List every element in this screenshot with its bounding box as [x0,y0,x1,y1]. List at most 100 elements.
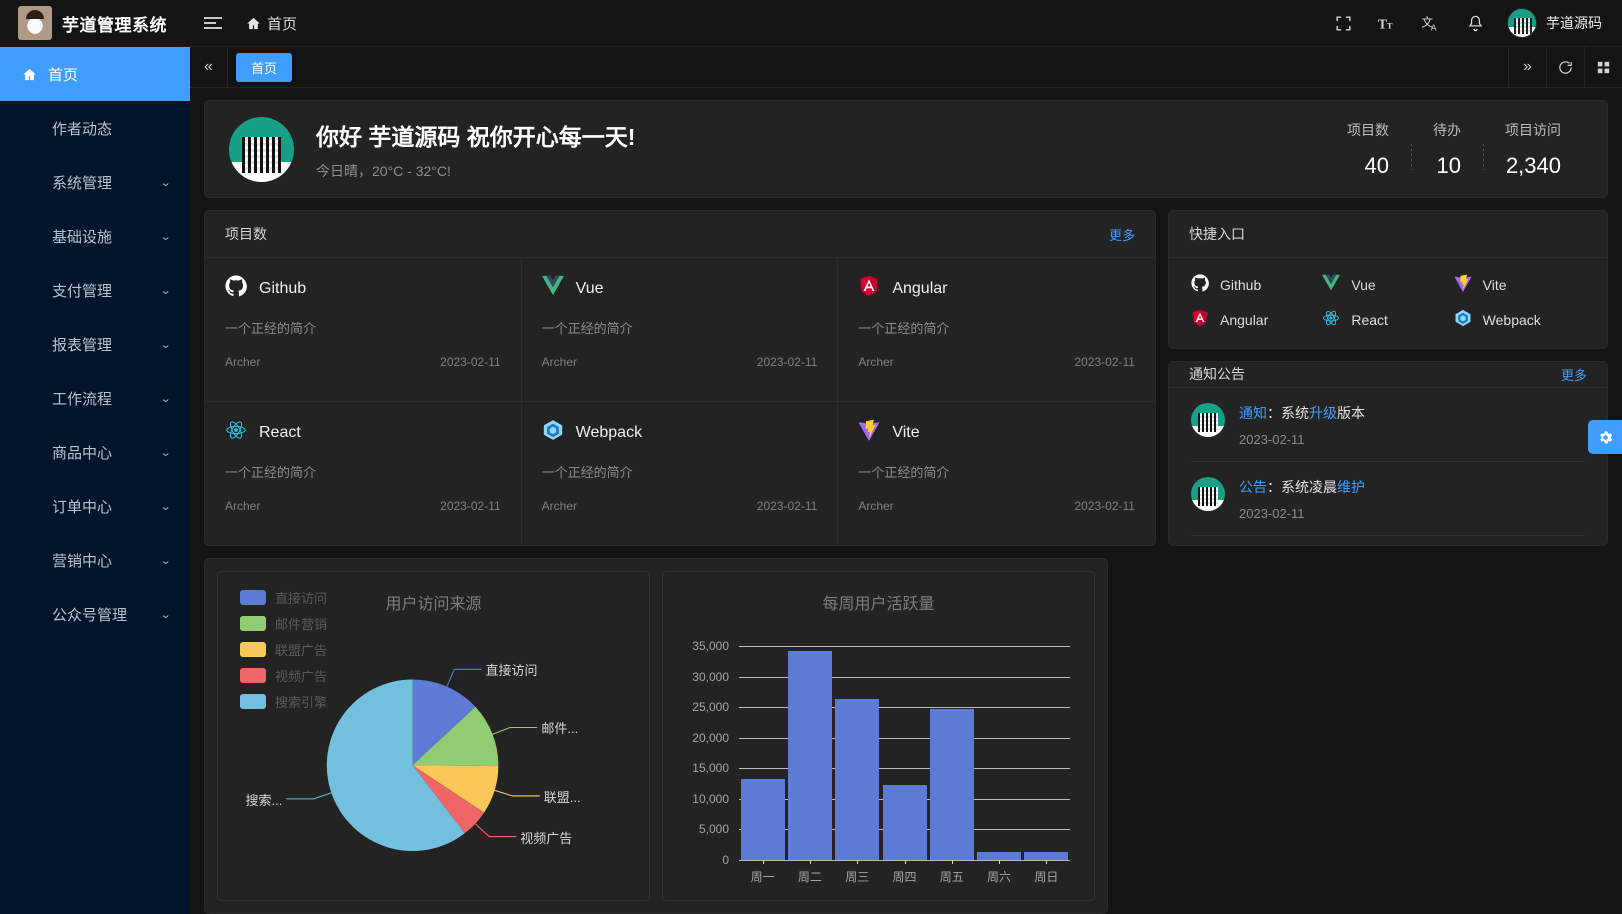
body: 首页 作者动态 系统管理 ⌄ 基础设施 ⌄ 支付管理 ⌄ [0,47,1622,914]
legend-item[interactable]: 联盟广告 [240,640,327,659]
project-desc: 一个正经的简介 [541,465,633,480]
project-date: 2023-02-11 [440,355,501,369]
user-menu[interactable]: 芋道源码 [1497,8,1610,38]
quick-entry-title: 快捷入口 [1189,226,1245,242]
quick-link-label: Vite [1482,276,1507,293]
vue-icon [1322,274,1341,295]
bar[interactable] [740,778,785,860]
quick-link-vite[interactable]: Vite [1454,274,1585,295]
vue-icon [541,275,564,302]
settings-fab-button[interactable] [1588,420,1622,454]
chevron-down-icon: ⌄ [159,230,172,243]
sidebar-item-home[interactable]: 首页 [0,47,190,101]
refresh-icon[interactable] [1546,47,1584,87]
quick-link-angular[interactable]: Angular [1191,309,1322,330]
bar[interactable] [835,699,880,860]
tab-home[interactable]: 首页 [236,52,293,82]
project-card[interactable]: Github 一个正经的简介 Archer 2023-02-11 [205,258,522,402]
chevron-down-icon: ⌄ [159,500,172,513]
project-author: Archer [541,499,577,513]
legend-item[interactable]: 搜索引擎 [240,692,327,711]
tabs-scroll-right-button[interactable]: » [1508,47,1546,87]
notices-more-link[interactable]: 更多 [1560,367,1587,383]
sidebar-item-marketing[interactable]: 营销中心 ⌄ [0,533,190,587]
project-card[interactable]: Vite 一个正经的简介 Archer 2023-02-11 [838,402,1155,545]
x-axis-tick [904,860,906,864]
welcome-stats: 项目数 40 待办 10 项目访问 2,340 [1325,120,1583,179]
chevron-down-icon: ⌄ [159,392,172,405]
notice-title: 公告：系统凌晨维护 [1239,477,1365,497]
y-axis-tick-label: 20,000 [692,730,729,745]
pie-chart[interactable]: 用户访问来源 直接访问 邮件营销 联盟广告 视频广告 搜索引擎 直接访问 [217,571,650,901]
sidebar-item-author-news[interactable]: 作者动态 [0,101,190,155]
quick-link-webpack[interactable]: Webpack [1454,309,1585,330]
grid-line [739,676,1070,678]
welcome-weather: 今日晴，20°C - 32°C! [316,162,451,179]
notice-date: 2023-02-11 [1239,431,1305,447]
menu-toggle-icon[interactable] [204,17,222,29]
y-axis-tick-label: 30,000 [692,669,729,684]
projects-more-link[interactable]: 更多 [1108,227,1135,243]
bell-icon[interactable] [1453,0,1497,47]
bar-chart-title: 每周用户活跃量 [822,596,935,613]
notice-item[interactable]: 通知：系统升级版本 2023-02-11 [1191,388,1585,462]
x-axis-tick [762,860,764,864]
fullscreen-icon[interactable] [1321,0,1365,47]
quick-link-vue[interactable]: Vue [1322,274,1453,295]
notice-item[interactable]: 通知：系统升级版本 2023-02-11 [1191,536,1585,545]
bar[interactable] [929,709,974,860]
projects-card: 项目数 更多 Github [204,210,1156,546]
bar[interactable] [1024,851,1069,860]
stat-visits: 项目访问 2,340 [1483,120,1583,179]
pie-label-3: 视频广告 [520,830,573,846]
bar[interactable] [787,650,832,860]
quick-link-github[interactable]: Github [1191,274,1322,295]
project-card[interactable]: Webpack 一个正经的简介 Archer 2023-02-11 [522,402,839,545]
bar[interactable] [882,784,927,860]
project-card[interactable]: Angular 一个正经的简介 Archer 2023-02-11 [838,258,1155,402]
bar-chart[interactable]: 每周用户活跃量 0 5,000 10,000 15,000 20,000 25,000 30… [662,571,1095,901]
project-date: 2023-02-11 [756,499,818,513]
legend-item[interactable]: 视频广告 [240,666,327,685]
project-name: React [259,423,301,441]
project-card[interactable]: React 一个正经的简介 Archer 2023-02-11 [205,402,522,545]
sidebar-item-label: 订单中心 [52,498,113,516]
legend-swatch [240,616,266,631]
project-card[interactable]: Vue 一个正经的简介 Archer 2023-02-11 [521,258,839,402]
vite-icon [1454,274,1472,295]
bar[interactable] [977,851,1022,860]
project-author: Archer [225,355,261,369]
sidebar-item-mp[interactable]: 公众号管理 ⌄ [0,587,190,641]
tabs-scroll-left-button[interactable]: « [190,47,228,87]
sidebar-item-report[interactable]: 报表管理 ⌄ [0,317,190,371]
quick-link-label: React [1351,311,1388,328]
sidebar-item-product[interactable]: 商品中心 ⌄ [0,425,190,479]
quick-link-react[interactable]: React [1322,309,1453,330]
notice-avatar [1191,476,1225,511]
sidebar-item-order[interactable]: 订单中心 ⌄ [0,479,190,533]
sidebar-item-system[interactable]: 系统管理 ⌄ [0,155,190,209]
brand[interactable]: 芋道管理系统 [0,0,190,46]
notice-item[interactable]: 公告：系统凌晨维护 2023-02-11 [1191,462,1585,536]
y-axis-tick-label: 25,000 [692,700,729,715]
project-desc: 一个正经的简介 [858,321,950,336]
sidebar-item-label: 支付管理 [52,282,113,300]
sidebar-item-infrastructure[interactable]: 基础设施 ⌄ [0,209,190,263]
breadcrumb[interactable]: 首页 [246,13,297,34]
legend-item[interactable]: 直接访问 [240,588,327,607]
legend-item[interactable]: 邮件营销 [240,614,327,633]
project-desc: 一个正经的简介 [225,465,317,480]
chevron-down-icon: ⌄ [159,446,172,459]
sidebar-item-workflow[interactable]: 工作流程 ⌄ [0,371,190,425]
project-author: Archer [858,355,894,369]
y-axis-tick-label: 5,000 [698,822,729,837]
app-logo-icon [18,6,52,40]
grid-layout-icon[interactable] [1584,47,1622,87]
sidebar-item-payment[interactable]: 支付管理 ⌄ [0,263,190,317]
notice-date: 2023-02-11 [1239,505,1305,521]
x-axis-tick [999,860,1001,864]
brand-title: 芋道管理系统 [62,15,167,35]
